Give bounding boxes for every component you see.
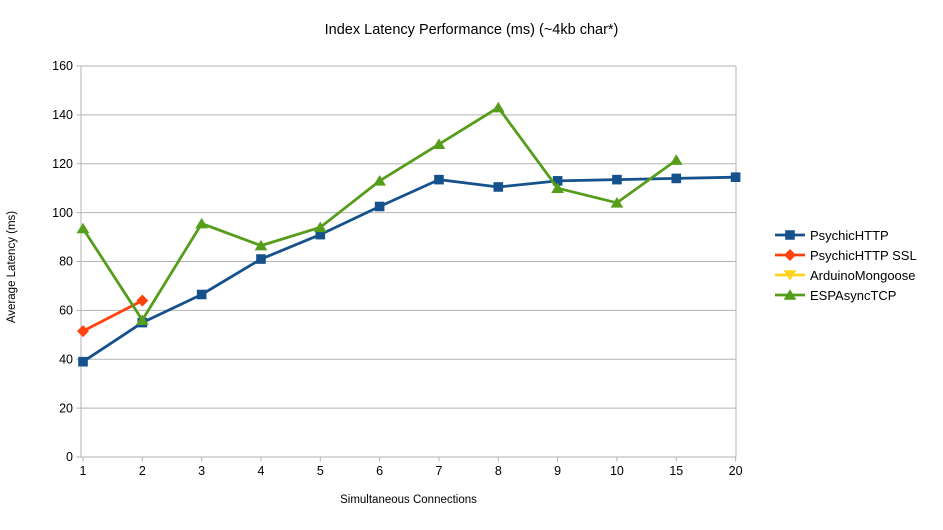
- y-tick-label-80: 80: [59, 255, 73, 269]
- series-marker-ESPAsyncTCP-5: [313, 221, 327, 233]
- x-tick-label-2: 2: [139, 464, 146, 478]
- series-marker-ESPAsyncTCP-3: [195, 217, 209, 229]
- series-marker-PsychicHTTP-8: [493, 182, 504, 192]
- legend-item-ArduinoMongoose: ArduinoMongoose: [775, 265, 917, 285]
- y-axis-title: Average Latency (ms): [6, 210, 18, 324]
- series-marker-PsychicHTTP-4: [256, 254, 266, 264]
- legend-item-PsychicHTTP SSL: PsychicHTTP SSL: [775, 245, 917, 265]
- x-tick-label-4: 4: [258, 464, 265, 478]
- series-line-ESPAsyncTCP: [81, 106, 678, 322]
- legend-label: PsychicHTTP SSL: [810, 247, 917, 263]
- y-tick-label-120: 120: [52, 157, 73, 171]
- series-marker-ESPAsyncTCP-2: [135, 314, 149, 325]
- series-marker-PsychicHTTP-6: [374, 201, 385, 212]
- x-tick-label-8: 8: [495, 464, 502, 478]
- x-tick-label-3: 3: [198, 464, 205, 478]
- legend-marker-icon: [775, 270, 805, 281]
- series-marker-ESPAsyncTCP-4: [254, 239, 268, 251]
- y-tick-label-100: 100: [52, 206, 73, 220]
- series-marker-PsychicHTTP SSL-1: [77, 325, 89, 338]
- x-tick-label-5: 5: [317, 464, 324, 478]
- series-marker-PsychicHTTP-1: [78, 356, 88, 367]
- legend-marker-icon: [775, 230, 805, 240]
- x-tick-label-10: 10: [610, 464, 624, 478]
- series-marker-ESPAsyncTCP-15: [669, 154, 683, 165]
- chart-title: Index Latency Performance (ms) (~4kb cha…: [324, 22, 619, 38]
- series-marker-PsychicHTTP-3: [196, 289, 207, 300]
- y-tick-label-40: 40: [59, 352, 73, 366]
- x-tick-label-7: 7: [435, 464, 442, 478]
- legend-item-PsychicHTTP: PsychicHTTP: [775, 225, 917, 245]
- series-line-PsychicHTTP: [81, 175, 737, 364]
- series-marker-PsychicHTTP-15: [671, 173, 682, 184]
- series-marker-PsychicHTTP-20: [730, 172, 741, 182]
- x-axis-title: Simultaneous Connections: [340, 494, 477, 506]
- y-tick-label-140: 140: [52, 108, 73, 122]
- legend-label: ESPAsyncTCP: [810, 287, 897, 303]
- series-marker-ESPAsyncTCP-7: [432, 138, 446, 149]
- series-marker-ESPAsyncTCP-9: [551, 182, 565, 193]
- series-marker-PsychicHTTP-7: [434, 174, 444, 185]
- series-marker-PsychicHTTP-5: [315, 229, 326, 240]
- legend: PsychicHTTP PsychicHTTP SSL ArduinoMongoos…: [775, 225, 917, 305]
- x-tick-label-6: 6: [376, 464, 383, 478]
- x-tick-label-15: 15: [669, 464, 683, 478]
- y-tick-label-0: 0: [66, 450, 73, 464]
- legend-label: PsychicHTTP: [810, 227, 889, 243]
- series-marker-ESPAsyncTCP-8: [491, 101, 505, 113]
- x-tick-label-20: 20: [729, 464, 743, 478]
- legend-marker-icon: [775, 289, 805, 300]
- y-tick-label-20: 20: [59, 401, 73, 415]
- series-marker-ESPAsyncTCP-6: [373, 175, 387, 186]
- y-tick-label-160: 160: [52, 59, 73, 73]
- series-marker-ESPAsyncTCP-10: [610, 197, 624, 208]
- series-marker-PsychicHTTP-10: [612, 174, 622, 185]
- legend-marker-icon: [775, 249, 805, 261]
- legend-item-ESPAsyncTCP: ESPAsyncTCP: [775, 285, 917, 305]
- x-tick-label-1: 1: [80, 464, 87, 478]
- y-tick-label-60: 60: [59, 304, 73, 318]
- x-tick-label-9: 9: [554, 464, 561, 478]
- series-marker-ESPAsyncTCP-1: [76, 222, 90, 234]
- legend-label: ArduinoMongoose: [810, 267, 916, 283]
- series-marker-PsychicHTTP SSL-2: [136, 294, 149, 307]
